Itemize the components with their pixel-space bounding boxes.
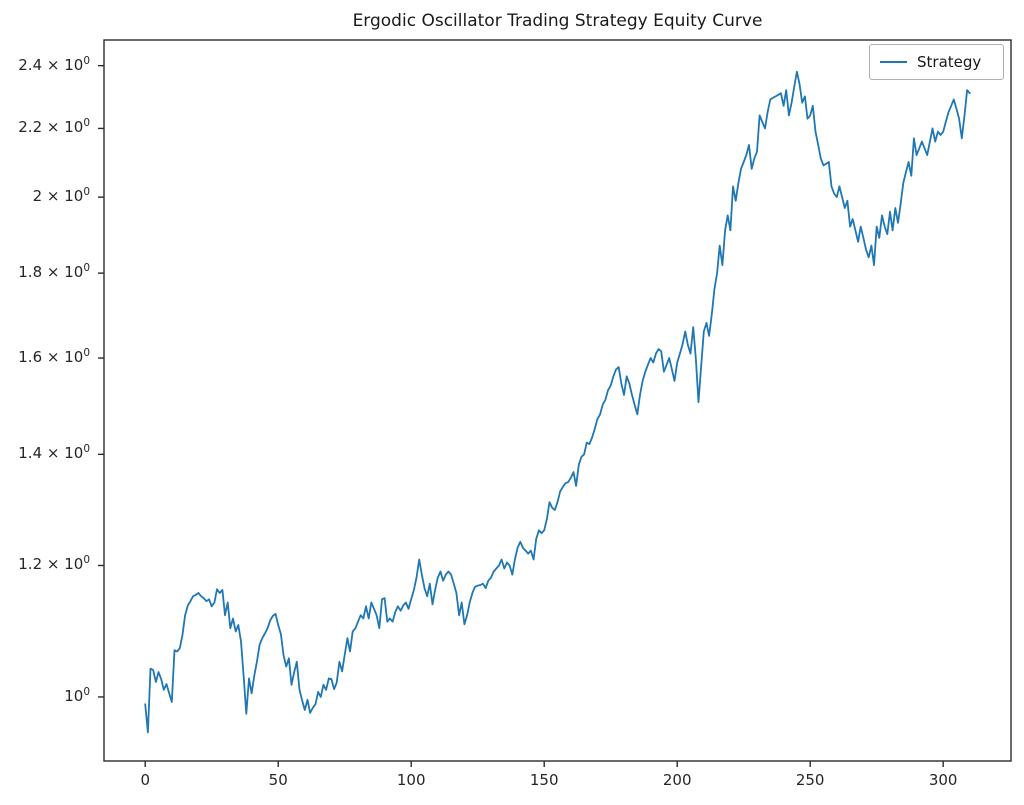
legend-line-sample-icon <box>880 61 907 63</box>
strategy-equity-line <box>144 70 971 734</box>
x-tick-label: 250 <box>795 771 825 789</box>
chart-title: Ergodic Oscillator Trading Strategy Equi… <box>352 11 763 31</box>
y-tick-label: 100 <box>64 685 90 705</box>
y-tick-label: 1.2 × 100 <box>18 554 90 574</box>
y-tick-label: 2.2 × 100 <box>18 117 90 137</box>
y-tick-label: 2 × 100 <box>32 186 90 206</box>
axes-spines <box>103 39 1012 762</box>
x-tick-label: 50 <box>268 771 288 789</box>
legend-item-label: Strategy <box>917 53 982 71</box>
y-tick-label: 2.4 × 100 <box>18 54 90 74</box>
y-tick-label: 1.6 × 100 <box>18 347 90 367</box>
y-tick-label: 1.8 × 100 <box>18 262 90 282</box>
x-tick-label: 300 <box>928 771 958 789</box>
y-tick-label: 1.4 × 100 <box>18 443 90 463</box>
x-tick-label: 0 <box>140 771 150 789</box>
x-tick-label: 100 <box>396 771 426 789</box>
x-tick-label: 150 <box>529 771 559 789</box>
x-tick-label: 200 <box>662 771 692 789</box>
legend: Strategy <box>869 44 1004 80</box>
